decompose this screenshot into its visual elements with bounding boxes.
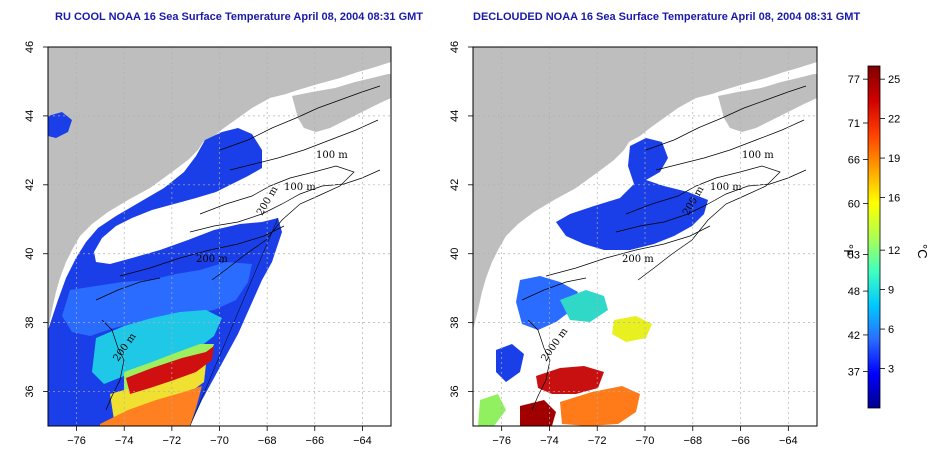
- left-panel-title: RU COOL NOAA 16 Sea Surface Temperature …: [55, 11, 424, 23]
- celsius-tick-label: 16: [888, 193, 900, 205]
- sst-red-region: [126, 346, 214, 394]
- lon-tick-label: −64: [779, 435, 798, 447]
- lon-tick-label: −64: [353, 435, 372, 447]
- lat-tick-label: 38: [449, 317, 461, 329]
- contour-label: 200 m: [196, 254, 228, 265]
- lon-tick-label: −76: [492, 435, 511, 447]
- lon-tick-label: −72: [588, 435, 607, 447]
- lon-tick-label: −74: [540, 435, 559, 447]
- fahrenheit-tick-label: 71: [848, 118, 860, 130]
- celsius-tick-label: 12: [888, 245, 900, 257]
- colorbar-ramp: [867, 65, 881, 409]
- sst-coastal-blue-south: [496, 344, 524, 382]
- sst-coastal-blue: [516, 276, 578, 330]
- nova-scotia-land: [292, 74, 391, 132]
- lat-tick-label: 40: [449, 248, 461, 260]
- celsius-tick-label: 22: [888, 114, 900, 126]
- lon-tick-label: −76: [67, 435, 86, 447]
- lat-tick-label: 36: [449, 385, 461, 397]
- right-map-panel: [473, 47, 817, 426]
- lat-tick-label: 42: [449, 179, 461, 191]
- contour-label: 100 m: [284, 182, 316, 193]
- lat-tick-label: 46: [449, 41, 461, 53]
- celsius-tick-label: 3: [888, 364, 894, 376]
- sst-yellow-region: [110, 364, 206, 420]
- fahrenheit-tick-label: 48: [848, 286, 860, 298]
- celsius-label: °C: [915, 244, 930, 259]
- right-grid: [473, 46, 817, 426]
- lon-tick-label: −68: [258, 435, 277, 447]
- celsius-tick-label: 9: [888, 285, 894, 297]
- celsius-tick-label: 25: [888, 74, 900, 86]
- land-mass: [48, 47, 391, 330]
- celsius-tick-label: 6: [888, 324, 894, 336]
- contour-label: 100 m: [742, 150, 774, 161]
- sst-cyan-patch: [560, 290, 608, 322]
- colorbar-ticks: 3 6 9 12 16 19 22 25 37 42 48 53 60 66 71 77: [848, 74, 901, 378]
- fahrenheit-tick-label: 37: [848, 366, 860, 378]
- sst-orange-patch: [560, 386, 640, 426]
- lat-tick-label: 40: [24, 248, 36, 260]
- fahrenheit-tick-label: 66: [848, 155, 860, 167]
- lon-tick-label: −70: [210, 435, 229, 447]
- lon-tick-label: −72: [163, 435, 182, 447]
- colorbar: 3 6 9 12 16 19 22 25 37 42 48 53 60 66 71 77 °F °C: [841, 65, 930, 409]
- lon-tick-label: −70: [636, 435, 655, 447]
- right-axis-ticks: −76 −74 −72 −70 −68 −66 −64 36 38 40 42 44 46: [449, 41, 798, 447]
- fahrenheit-tick-label: 77: [848, 74, 860, 86]
- lat-tick-label: 44: [24, 110, 36, 122]
- contour-label: 100 m: [316, 150, 348, 161]
- sst-nova-scotia-patch: [48, 112, 72, 138]
- sst-yellow-patch: [612, 316, 652, 342]
- sst-darkred-patch: [520, 400, 556, 426]
- sst-red-patch: [536, 366, 604, 394]
- lat-tick-label: 44: [449, 110, 461, 122]
- contour-label: 200 m: [622, 254, 654, 265]
- lon-tick-label: −74: [115, 435, 134, 447]
- right-panel-title: DECLOUDED NOAA 16 Sea Surface Temperatur…: [473, 11, 861, 23]
- lat-tick-label: 38: [24, 317, 36, 329]
- celsius-tick-label: 19: [888, 153, 900, 165]
- fahrenheit-tick-label: 53: [848, 250, 860, 262]
- lon-tick-label: −66: [731, 435, 750, 447]
- left-contours: [95, 85, 381, 411]
- right-contours: [521, 85, 807, 411]
- fahrenheit-tick-label: 42: [848, 330, 860, 342]
- left-axis-ticks: −76 −74 −72 −70 −68 −66 −64 36 38 40 42 44 46: [24, 41, 372, 447]
- lat-tick-label: 46: [24, 41, 36, 53]
- sst-green-patch: [478, 394, 506, 426]
- contour-label: 100 m: [710, 182, 742, 193]
- land-mass: [473, 47, 817, 330]
- lat-tick-label: 42: [24, 179, 36, 191]
- lon-tick-label: −68: [683, 435, 702, 447]
- lon-tick-label: −66: [305, 435, 324, 447]
- lat-tick-label: 36: [24, 385, 36, 397]
- sst-deep-blue-region: [556, 138, 708, 250]
- nova-scotia-land: [718, 74, 817, 132]
- sst-orange-region: [100, 386, 202, 426]
- fahrenheit-tick-label: 60: [848, 198, 860, 210]
- fahrenheit-label: °F: [841, 244, 856, 257]
- sst-blue-patch: [62, 262, 252, 336]
